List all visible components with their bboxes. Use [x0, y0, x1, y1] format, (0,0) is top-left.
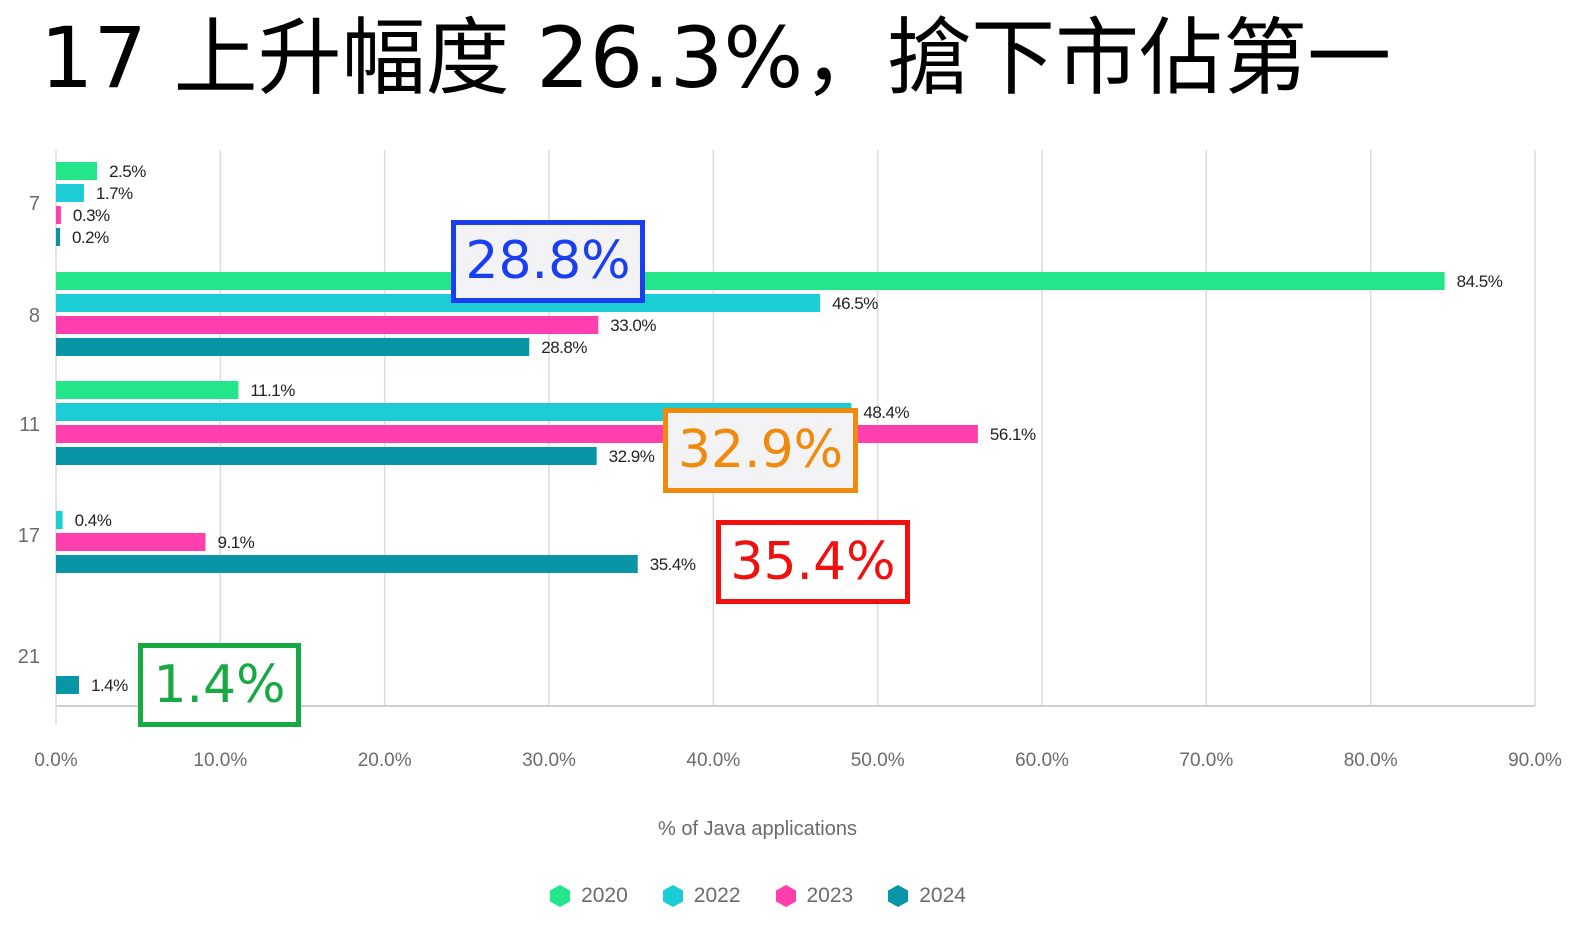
x-tick-label: 80.0% — [1344, 750, 1398, 771]
bar — [56, 676, 80, 694]
bar — [56, 184, 84, 202]
legend-marker-2022 — [662, 885, 683, 907]
legend-item-2020[interactable]: 2020 — [549, 884, 628, 908]
data-label: 0.4% — [75, 511, 112, 530]
data-label: 2.5% — [109, 162, 146, 181]
bar — [56, 294, 821, 312]
x-tick-label: 60.0% — [1015, 750, 1069, 771]
x-tick-label: 40.0% — [686, 750, 740, 771]
bar — [56, 228, 60, 246]
data-label: 56.1% — [990, 425, 1036, 444]
callout-java8-2024: 28.8% — [451, 220, 645, 303]
legend-marker-2023 — [775, 885, 796, 907]
bar — [56, 381, 239, 399]
legend-item-2024[interactable]: 2024 — [887, 884, 966, 908]
category-label: 7 — [29, 193, 40, 215]
legend-marker-2024 — [888, 885, 909, 907]
legend-item-2023[interactable]: 2023 — [775, 884, 854, 908]
legend-label-2022: 2022 — [693, 884, 741, 907]
bar — [56, 206, 61, 224]
bar — [56, 338, 530, 356]
category-label: 17 — [18, 525, 40, 547]
category-label: 21 — [18, 646, 40, 668]
data-label: 35.4% — [650, 555, 696, 574]
legend: 2020 2022 2023 2024 — [0, 884, 1515, 908]
legend-label-2023: 2023 — [806, 884, 854, 907]
legend-label-2020: 2020 — [581, 884, 628, 907]
bar — [56, 511, 63, 529]
data-label: 0.3% — [73, 206, 110, 225]
x-tick-label: 0.0% — [34, 750, 77, 771]
x-tick-label: 50.0% — [851, 750, 905, 771]
x-tick-label: 70.0% — [1179, 750, 1233, 771]
bar — [56, 316, 599, 334]
callout-java21-2024: 1.4% — [138, 643, 301, 727]
x-axis-title: % of Java applications — [657, 818, 857, 840]
x-tick-label: 30.0% — [522, 750, 576, 771]
callout-java17-2024: 35.4% — [716, 520, 910, 604]
data-label: 84.5% — [1457, 272, 1503, 291]
data-label: 32.9% — [609, 447, 655, 466]
data-label: 9.1% — [218, 533, 255, 552]
data-label: 0.2% — [72, 228, 109, 247]
data-label: 1.7% — [96, 184, 133, 203]
legend-marker-2020 — [550, 885, 571, 907]
data-label: 11.1% — [250, 381, 295, 400]
category-label: 11 — [19, 414, 40, 436]
bar — [56, 162, 98, 180]
category-label: 8 — [29, 305, 40, 327]
data-label: 48.4% — [863, 403, 909, 422]
data-label: 46.5% — [832, 294, 878, 313]
legend-label-2024: 2024 — [919, 884, 966, 907]
bar — [56, 272, 1445, 290]
bar — [56, 533, 206, 551]
x-tick-label: 10.0% — [193, 750, 247, 771]
bar — [56, 403, 852, 421]
x-tick-label: 20.0% — [358, 750, 412, 771]
bar — [56, 555, 638, 573]
bar-chart: 0.0% 10.0% 20.0% 30.0% 40.0% 50.0% 60.0% 70.0% 8… — [18, 150, 1562, 771]
data-label: 28.8% — [541, 338, 587, 357]
data-label: 1.4% — [91, 676, 128, 695]
page-title: 17 上升幅度 26.3%，搶下市佔第一 — [40, 9, 1392, 107]
x-tick-label: 90.0% — [1508, 750, 1562, 771]
data-label: 33.0% — [610, 316, 656, 335]
legend-item-2022[interactable]: 2022 — [662, 884, 741, 908]
callout-java11-2024: 32.9% — [663, 408, 858, 493]
bar — [56, 447, 597, 465]
